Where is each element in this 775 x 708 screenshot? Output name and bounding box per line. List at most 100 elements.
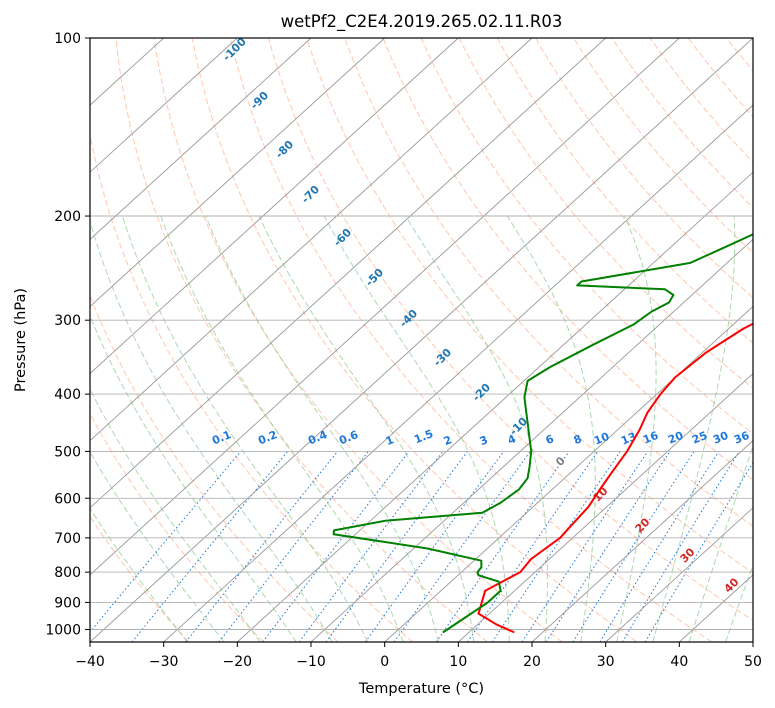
y-axis-ticks: 100 200 300 400 500 600 700 800 900 1000 <box>45 31 90 638</box>
moist-adiabat-line <box>205 215 439 642</box>
profile-series <box>332 233 753 633</box>
dry-adiabat-line <box>573 38 753 254</box>
y-tick-label: 700 <box>54 531 81 547</box>
mixing-ratio-label: 2 <box>442 433 454 448</box>
mixing-ratio-label: 20 <box>666 429 685 447</box>
mixing-ratio-label: 1 <box>384 433 396 448</box>
dry-adiabat-line <box>90 515 190 642</box>
x-tick-label: 50 <box>744 654 762 670</box>
x-tick-label: −20 <box>223 654 253 670</box>
moist-adiabat-line <box>90 387 261 642</box>
moist-adiabat-line <box>258 215 475 642</box>
moist-adiabat-line <box>688 444 753 642</box>
isotherm-line <box>90 38 607 509</box>
moist-adiabat-line <box>616 215 657 642</box>
dry-adiabat-line <box>229 38 712 642</box>
x-tick-label: −10 <box>296 654 326 670</box>
mixing-ratio-line <box>491 451 621 642</box>
dry-adiabat-line <box>306 38 753 574</box>
x-tick-label: 0 <box>380 654 389 670</box>
pressure-gridlines <box>90 38 753 630</box>
plot-frame <box>89 37 754 643</box>
mixing-ratio-line <box>90 451 242 633</box>
mixing-ratio-line <box>621 451 740 642</box>
moist-adiabat-line <box>405 215 548 642</box>
mixing-ratio-line <box>521 451 649 642</box>
mixing-ratio-line <box>262 451 410 642</box>
moist-adiabat-line <box>121 215 369 642</box>
x-tick-label: 20 <box>523 654 541 670</box>
mixing-ratio-label: 3 <box>478 433 490 448</box>
mixing-ratio-label: 10 <box>592 430 611 448</box>
isotherm-line <box>90 38 386 308</box>
isotherm-line <box>310 238 753 642</box>
isotherm-line <box>90 38 680 576</box>
mixing-ratio-line <box>545 451 671 642</box>
dry-adiabat-line <box>649 38 753 163</box>
isotherm-line <box>90 38 533 442</box>
dry-adiabat-line <box>90 294 339 642</box>
isotherm-line <box>605 507 753 642</box>
isotherm-line <box>163 104 753 642</box>
dry-adiabat-line <box>90 412 264 642</box>
temperature-profile-line <box>477 322 753 633</box>
dry-adiabat-line <box>611 38 753 209</box>
mixing-ratio-line <box>364 451 505 642</box>
x-tick-label: 40 <box>670 654 688 670</box>
moist-adiabat-line <box>160 215 404 642</box>
dry-adiabat-line <box>458 38 753 389</box>
x-tick-label: −40 <box>75 654 105 670</box>
isotherm-line <box>531 440 753 642</box>
dry-adiabat-line <box>268 38 753 622</box>
dry-adiabat-line <box>115 38 488 642</box>
mixing-ratio-line <box>185 451 338 642</box>
mixing-ratio-line <box>131 451 288 642</box>
moist-adiabat-line <box>90 314 297 642</box>
mixing-ratio-line <box>599 451 720 642</box>
moist-adiabat-line <box>725 563 753 642</box>
isotherm-line <box>90 38 312 240</box>
y-tick-label: 200 <box>54 209 81 225</box>
isotherm-line <box>90 38 238 173</box>
x-axis-ticks: −40 −30 −20 −10 0 10 20 30 40 50 <box>75 642 762 670</box>
dry-adiabat-line <box>344 38 753 527</box>
mixing-ratio-label: 36 <box>732 429 751 447</box>
mixing-ratio-label: 16 <box>641 429 660 447</box>
chart-title: wetPf2_C2E4.2019.265.02.11.R03 <box>281 12 563 32</box>
mixing-ratio-line <box>298 451 444 642</box>
isotherm-line <box>90 38 459 375</box>
isotherm-line <box>90 38 753 642</box>
y-tick-label: 400 <box>54 387 81 403</box>
y-tick-label: 600 <box>54 491 81 507</box>
dry-adiabat-line <box>153 38 563 642</box>
x-tick-label: 30 <box>597 654 615 670</box>
dry-adiabat-line <box>382 38 753 481</box>
y-tick-label: 500 <box>54 444 81 460</box>
moist-adiabat-line <box>90 219 333 642</box>
dry-adiabat-line <box>191 38 638 642</box>
isotherm-line <box>457 372 753 642</box>
dry-adiabats <box>90 38 753 642</box>
dry-adiabat-line <box>496 38 753 344</box>
mixing-ratio-label: 25 <box>690 429 709 447</box>
isotherm-line <box>236 171 753 642</box>
mixing-ratio-line <box>467 451 599 642</box>
y-tick-label: 300 <box>54 313 81 329</box>
mixing-ratio-line <box>572 451 695 642</box>
moist-adiabat-line <box>90 450 225 642</box>
mixing-ratio-line <box>435 451 570 642</box>
y-tick-label: 1000 <box>45 622 81 638</box>
dry-adiabat-line <box>535 38 753 299</box>
y-axis-label: Pressure (hPa) <box>13 288 29 392</box>
mixing-ratio-label: 8 <box>572 432 584 447</box>
dewpoint-profile-line <box>332 233 753 633</box>
mixing-ratio-label: 13 <box>619 430 638 448</box>
x-tick-label: 10 <box>449 654 467 670</box>
y-tick-label: 800 <box>54 565 81 581</box>
y-tick-label: 900 <box>54 595 81 611</box>
x-tick-label: −30 <box>149 654 179 670</box>
y-tick-label: 100 <box>54 31 81 47</box>
moist-adiabat-line <box>652 215 736 642</box>
